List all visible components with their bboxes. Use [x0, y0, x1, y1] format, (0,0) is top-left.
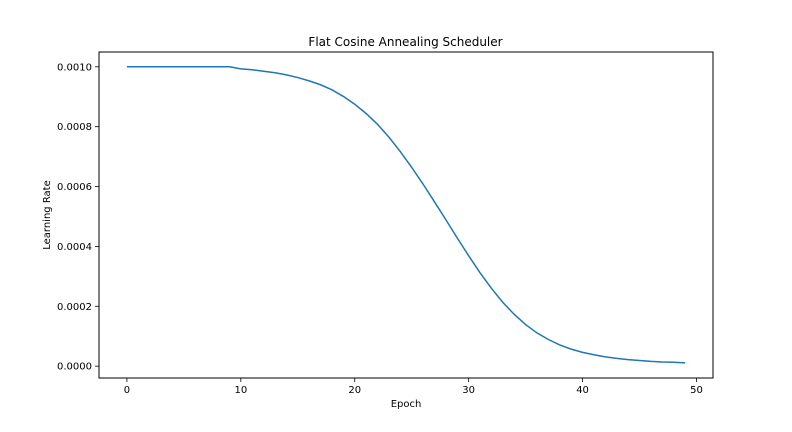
y-tick-label: 0.0004: [57, 242, 92, 253]
y-tick-label: 0.0000: [57, 362, 92, 373]
y-tick-label: 0.0002: [57, 302, 92, 313]
y-tick-label: 0.0010: [57, 62, 92, 73]
y-tick-label: 0.0008: [57, 122, 92, 133]
y-tick-label: 0.0006: [57, 182, 92, 193]
axis-ticks: [95, 66, 697, 382]
x-tick-labels: 0 10 20 30 40 50: [124, 385, 703, 396]
x-tick-label: 50: [690, 385, 703, 396]
chart-title: Flat Cosine Annealing Scheduler: [308, 35, 502, 49]
x-tick-label: 40: [576, 385, 589, 396]
plot-frame: [98, 51, 714, 379]
x-tick-label: 20: [348, 385, 361, 396]
y-tick-labels: 0.0000 0.0002 0.0004 0.0006 0.0008 0.0010: [57, 62, 92, 372]
y-axis-label: Learning Rate: [42, 180, 53, 250]
x-tick-label: 10: [234, 385, 247, 396]
x-axis-label: Epoch: [391, 399, 422, 410]
x-tick-label: 30: [462, 385, 475, 396]
series-line: [126, 66, 686, 364]
x-tick-label: 0: [124, 385, 130, 396]
